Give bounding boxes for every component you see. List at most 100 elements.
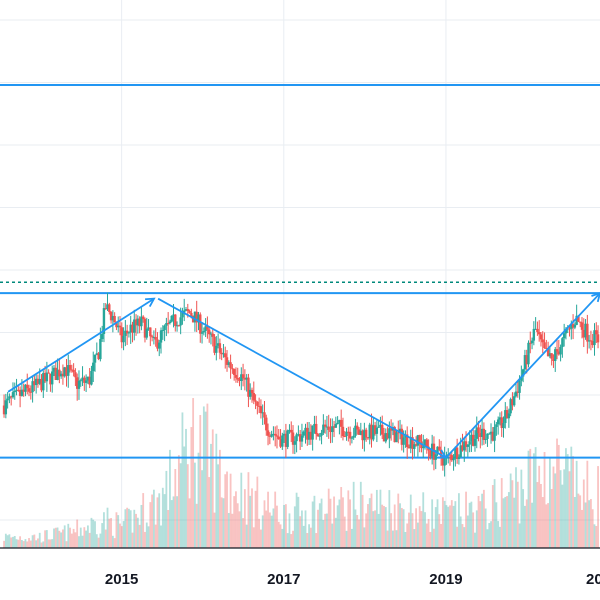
volume-bar xyxy=(493,479,496,548)
volume-bar xyxy=(172,496,175,548)
candle-body xyxy=(323,424,327,427)
candle-body xyxy=(532,328,536,341)
candle-body xyxy=(113,315,116,323)
x-tick-label: 20 xyxy=(586,571,600,588)
volume-bar xyxy=(4,533,7,548)
candle-body xyxy=(523,355,527,370)
volume-bar xyxy=(174,469,177,548)
volume-bar xyxy=(38,532,41,548)
candle-body xyxy=(273,433,277,436)
volume-bar xyxy=(418,506,421,548)
volume-bar xyxy=(311,501,314,548)
volume-bar xyxy=(575,460,578,548)
volume-bar xyxy=(554,473,557,548)
volume-bar xyxy=(313,495,316,548)
volume-bar xyxy=(472,512,475,548)
candle-body xyxy=(486,433,489,439)
candle-body xyxy=(150,336,154,338)
candle-body xyxy=(59,373,63,377)
candle-body xyxy=(293,441,297,445)
candle-body xyxy=(339,419,343,427)
volume-bar xyxy=(31,535,34,548)
candle-body xyxy=(313,423,316,426)
volume-bar xyxy=(572,456,574,548)
volume-bar xyxy=(570,446,573,548)
volume-bar xyxy=(340,487,343,548)
volume-bar xyxy=(154,524,157,548)
volume-bar xyxy=(251,488,253,548)
candle-body xyxy=(407,447,411,449)
candle-body xyxy=(562,333,566,339)
candle-body xyxy=(534,328,537,330)
volume-bar xyxy=(242,518,244,548)
volume-bar xyxy=(245,524,248,548)
volume-bar xyxy=(208,477,211,548)
volume-bar xyxy=(63,525,66,548)
candle-body xyxy=(268,435,272,437)
candle-body xyxy=(543,342,546,348)
candle-body xyxy=(464,441,468,447)
volume-bar xyxy=(86,525,89,548)
candle-body xyxy=(15,389,18,391)
candle-body xyxy=(117,325,120,328)
candle-body xyxy=(234,374,238,378)
candle-body xyxy=(72,369,75,373)
volume-bar xyxy=(470,501,473,548)
volume-bar xyxy=(465,491,467,548)
candle-body xyxy=(63,367,66,377)
volume-bar xyxy=(529,448,532,548)
volume-bar xyxy=(8,534,11,548)
candle-body xyxy=(227,362,231,365)
volume-bar xyxy=(236,503,239,548)
volume-bar xyxy=(329,498,332,548)
volume-bar xyxy=(309,527,312,548)
candle-body xyxy=(520,376,523,381)
candle-body xyxy=(557,351,561,355)
volume-bar xyxy=(106,507,109,548)
volume-bar xyxy=(144,531,146,548)
volume-bar xyxy=(536,482,539,548)
volume-bar xyxy=(183,446,186,548)
candle-body xyxy=(284,433,288,447)
volume-bar xyxy=(438,514,441,548)
volume-bar xyxy=(97,537,100,548)
candle-body xyxy=(163,325,166,331)
candle-body xyxy=(586,323,589,342)
volume-bar xyxy=(276,505,278,548)
candle-body xyxy=(277,436,280,440)
volume-bar xyxy=(397,493,400,548)
candle-body xyxy=(38,378,41,384)
candle-body xyxy=(204,326,207,332)
trend-line-arrowhead xyxy=(591,292,600,303)
candle-body xyxy=(470,434,473,442)
candle-body xyxy=(373,425,377,434)
candle-body xyxy=(345,431,348,437)
candle-body xyxy=(589,340,593,342)
volume-bar xyxy=(522,489,525,548)
volume-bar xyxy=(192,398,195,548)
candle-body xyxy=(356,425,359,430)
volume-bar xyxy=(290,534,293,548)
candle-body xyxy=(79,380,82,382)
horizontal-levels[interactable] xyxy=(0,83,600,459)
volume-bar xyxy=(78,536,80,548)
candle-body xyxy=(51,371,54,385)
volume-bar xyxy=(188,498,191,548)
volume-bar xyxy=(119,523,121,548)
trend-lines[interactable] xyxy=(7,292,600,459)
volume-bar xyxy=(338,499,341,548)
candle-body xyxy=(215,345,218,353)
candle-body xyxy=(552,358,555,361)
volume-bar xyxy=(26,541,29,548)
candle-body xyxy=(213,336,216,353)
volume-bar xyxy=(74,532,77,548)
candle-body xyxy=(575,315,578,325)
volume-bar xyxy=(450,500,453,548)
volume-bar xyxy=(210,443,212,548)
candle-body xyxy=(207,329,211,335)
candle-body xyxy=(477,427,480,434)
volume-bar xyxy=(590,499,592,548)
candle-body xyxy=(332,426,336,428)
candle-body xyxy=(488,433,491,435)
